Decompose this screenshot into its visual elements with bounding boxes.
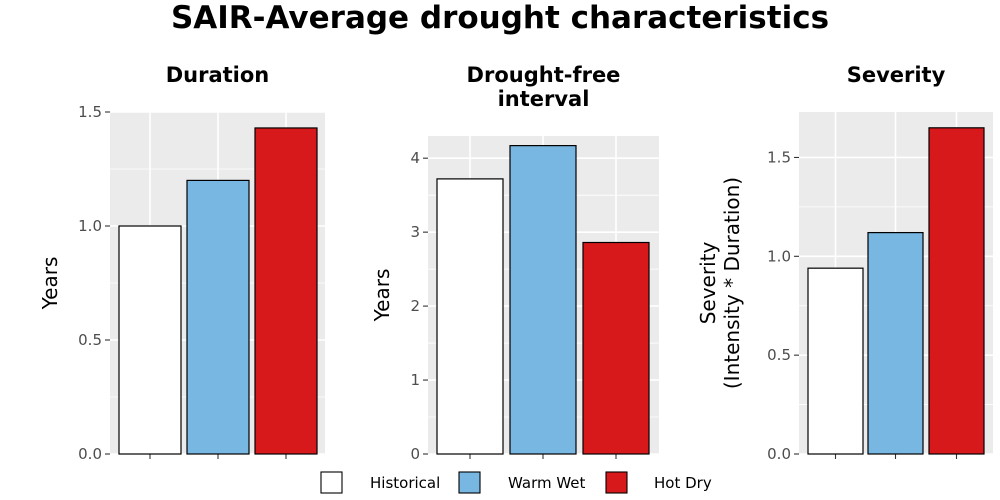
legend-swatch [320, 471, 343, 494]
y-tick-label: 3 [410, 223, 420, 241]
legend-item-warm-wet: Warm Wet [458, 471, 586, 494]
bar-hot-dry [254, 127, 318, 455]
legend-label: Warm Wet [508, 474, 586, 492]
bar-warm-wet [867, 231, 924, 455]
main-title: SAIR-Average drought characteristics [171, 0, 829, 36]
legend: Historical Warm Wet Hot Dry [320, 471, 712, 494]
panels: 0.0 0.5 1.0 1.5 Duration Years 0 1 2 3 4 Drought-fr… [38, 63, 993, 463]
y-tick-label: 2 [410, 297, 420, 315]
panel-title: Severity [847, 63, 946, 87]
y-axis-label: Years [370, 269, 394, 323]
y-tick-label: 0.0 [78, 445, 102, 463]
y-tick-label: 0.5 [78, 331, 102, 349]
y-tick-label: 0 [410, 445, 420, 463]
y-tick-label: 4 [410, 149, 420, 167]
bar-warm-wet [509, 145, 577, 455]
y-tick-label: 1.0 [78, 217, 102, 235]
y-tick-label: 1.0 [767, 247, 791, 265]
legend-label: Historical [370, 474, 440, 492]
bar-historical [436, 178, 504, 455]
y-axis-label: Years [38, 257, 62, 311]
y-tick-label: 1.5 [78, 103, 102, 121]
y-tick-label: 0.5 [767, 346, 791, 364]
legend-label: Hot Dry [654, 474, 712, 492]
y-tick-label: 1.5 [767, 148, 791, 166]
bar-hot-dry [928, 127, 985, 455]
legend-swatch [605, 471, 628, 494]
panel-title: Duration [166, 63, 270, 87]
panel-title: interval [498, 87, 590, 111]
legend-item-hot-dry: Hot Dry [605, 471, 712, 494]
legend-swatch [458, 471, 481, 494]
panel-duration: 0.0 0.5 1.0 1.5 Duration Years [38, 63, 325, 463]
y-tick-label: 0.0 [767, 445, 791, 463]
bar-historical [118, 225, 182, 455]
panel-title: Drought-free [467, 63, 621, 87]
y-axis-label: Severity(Intensity * Duration) [696, 177, 744, 389]
bar-hot-dry [582, 241, 650, 455]
bar-historical [807, 267, 864, 455]
panel-severity: 0.0 0.5 1.0 1.5 Severity Severity(Intensity *… [696, 63, 993, 463]
legend-item-historical: Historical [320, 471, 440, 494]
y-tick-label: 1 [410, 371, 420, 389]
bar-warm-wet [186, 179, 250, 455]
